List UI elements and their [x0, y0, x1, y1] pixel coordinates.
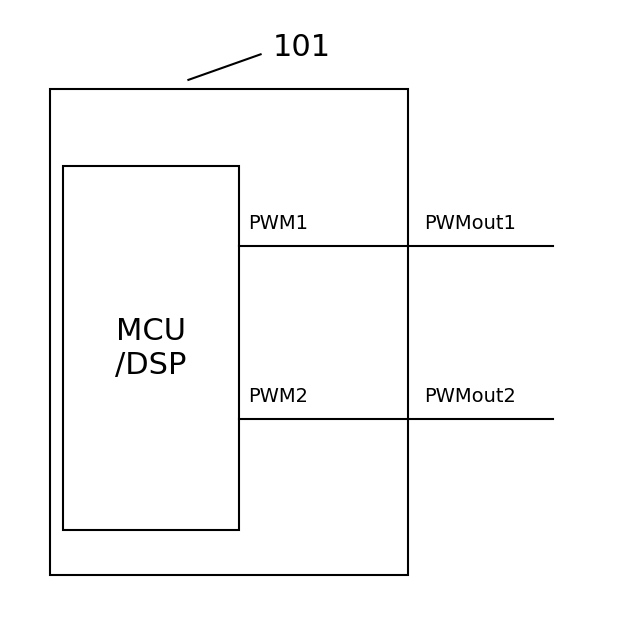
Text: MCU
/DSP: MCU /DSP [115, 317, 187, 380]
Text: PWMout1: PWMout1 [424, 214, 516, 233]
Text: PWM1: PWM1 [248, 214, 308, 233]
Bar [50, 89, 408, 575]
Text: PWMout2: PWMout2 [424, 387, 516, 406]
Bar [63, 166, 239, 530]
Text: 101: 101 [273, 33, 330, 63]
Text: PWM2: PWM2 [248, 387, 308, 406]
